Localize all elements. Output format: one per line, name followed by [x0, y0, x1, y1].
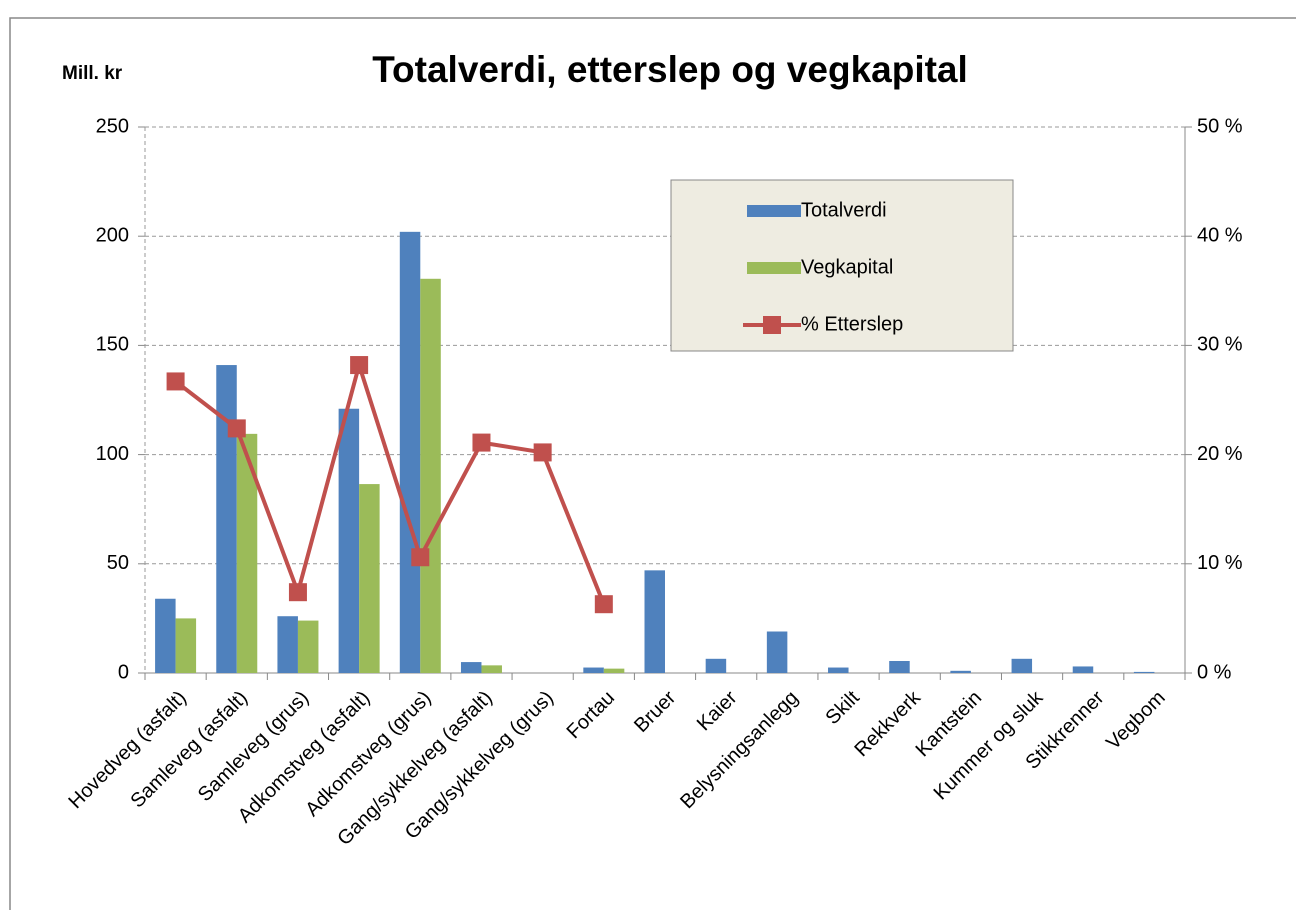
- chart-frame: [9, 17, 1296, 910]
- legend-swatch: [747, 262, 801, 274]
- bar: [950, 670, 971, 673]
- y-tick-label: 0: [118, 661, 129, 683]
- bar: [889, 660, 910, 673]
- bar: [583, 667, 604, 673]
- legend-label: Vegkapital: [801, 256, 893, 278]
- legend-label: % Etterslep: [801, 313, 903, 335]
- y-tick-label: 50: [107, 552, 129, 574]
- line-marker: [472, 433, 491, 452]
- y2-tick-label: 20 %: [1197, 443, 1243, 465]
- bar: [399, 231, 421, 673]
- y-axis-label: Mill. kr: [62, 63, 123, 84]
- bar: [1072, 666, 1094, 673]
- line-marker: [350, 356, 369, 375]
- y-tick-label: 250: [96, 115, 129, 137]
- y2-tick-label: 40 %: [1197, 224, 1243, 246]
- bar: [460, 662, 482, 673]
- bar: [603, 668, 625, 673]
- bar: [705, 658, 727, 673]
- bar: [277, 616, 298, 673]
- chart-title: Totalverdi, etterslep og vegkapital: [372, 49, 968, 90]
- legend-swatch: [763, 316, 781, 334]
- line-marker: [411, 548, 430, 567]
- line-series: [174, 357, 606, 605]
- bar: [236, 433, 258, 673]
- line-marker: [166, 372, 185, 391]
- line-marker: [288, 583, 307, 602]
- line-marker: [594, 595, 613, 614]
- bar: [338, 408, 360, 673]
- bar: [216, 365, 237, 673]
- bar: [644, 570, 665, 673]
- legend-swatch: [747, 205, 801, 217]
- y-tick-label: 200: [96, 224, 129, 246]
- bar: [828, 667, 849, 673]
- bar: [175, 618, 197, 673]
- bar: [420, 278, 441, 673]
- line-marker: [533, 443, 552, 462]
- bar: [297, 620, 319, 673]
- y-tick-label: 150: [96, 334, 129, 356]
- y2-tick-label: 30 %: [1197, 334, 1243, 356]
- y-tick-label: 100: [96, 443, 129, 465]
- bar: [1011, 658, 1033, 673]
- bar: [359, 484, 380, 673]
- line-marker: [227, 419, 246, 438]
- bar: [1133, 671, 1155, 673]
- y2-tick-label: 0 %: [1197, 661, 1232, 683]
- legend-label: Totalverdi: [801, 199, 887, 221]
- bar: [155, 598, 176, 673]
- bar: [766, 631, 788, 673]
- legend-box: [670, 179, 1014, 352]
- bar: [481, 665, 502, 673]
- y2-tick-label: 10 %: [1197, 552, 1243, 574]
- y2-tick-label: 50 %: [1197, 115, 1243, 137]
